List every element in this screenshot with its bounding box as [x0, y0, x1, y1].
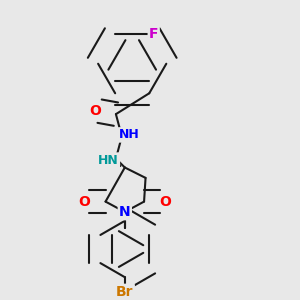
Text: O: O: [89, 104, 101, 118]
Text: HN: HN: [98, 154, 119, 166]
Text: O: O: [159, 195, 171, 208]
Text: Br: Br: [116, 285, 134, 299]
Text: N: N: [119, 205, 130, 219]
Text: O: O: [79, 195, 90, 208]
Text: NH: NH: [119, 128, 140, 141]
Text: F: F: [149, 27, 158, 41]
